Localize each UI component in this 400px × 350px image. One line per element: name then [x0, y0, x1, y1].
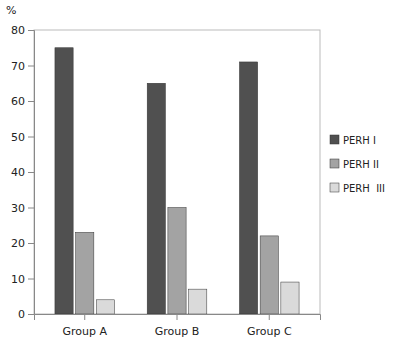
legend-label: PERH III: [343, 183, 385, 194]
axis-title: %: [6, 4, 16, 17]
plot-frame: [34, 30, 320, 314]
tick-label: 50: [11, 131, 25, 144]
tick-mark: [28, 314, 34, 315]
series: [76, 208, 279, 315]
legend-swatch: [330, 159, 339, 168]
x-axis: Group A Group B Group C: [35, 314, 321, 338]
bar: [96, 300, 114, 314]
tick-label: 30: [11, 202, 25, 215]
tick-label: 60: [11, 95, 25, 108]
tick-mark: [84, 314, 85, 320]
bar: [168, 208, 186, 315]
legend-swatch: [330, 135, 339, 144]
tick-label: 0: [18, 308, 25, 321]
bar: [239, 62, 257, 314]
tick-mark: [28, 279, 34, 280]
tick: Group C: [247, 314, 292, 338]
legend-item: PERH III: [330, 183, 385, 194]
tick-label: 10: [11, 273, 25, 286]
tick: Group B: [155, 314, 200, 338]
tick: 70: [11, 60, 34, 73]
tick-label: 40: [11, 166, 25, 179]
bar: [76, 232, 94, 314]
tick: 10: [11, 273, 34, 286]
tick: Group A: [62, 314, 107, 338]
legend-label: PERH I: [343, 135, 376, 146]
tick: 80: [11, 24, 34, 37]
tick-label: Group A: [62, 325, 107, 338]
tick-mark: [28, 30, 34, 31]
legend: PERH I PERH II PERH III: [330, 135, 385, 194]
chart: 0 10 20 30 40 50 60 70 80 Group A Group B Group C% P…: [0, 0, 400, 350]
tick-mark: [28, 208, 34, 209]
legend-item: PERH II: [330, 159, 379, 170]
legend-item: PERH I: [330, 135, 376, 146]
tick-label: 70: [11, 60, 25, 73]
tick: 20: [11, 237, 34, 250]
bar: [281, 282, 299, 314]
tick-mark: [28, 172, 34, 173]
tick-label: Group B: [155, 325, 200, 338]
axis-line: [28, 31, 35, 315]
axis-line: [35, 315, 321, 321]
bar: [189, 289, 207, 314]
tick-mark: [28, 243, 34, 244]
tick-mark: [28, 137, 34, 138]
tick: 0: [18, 308, 34, 321]
bar: [147, 83, 165, 314]
tick: 30: [11, 202, 34, 215]
tick-label: 80: [11, 24, 25, 37]
tick: 60: [11, 95, 34, 108]
tick-mark: [28, 101, 34, 102]
series: [55, 48, 258, 314]
bars: [55, 48, 299, 314]
series: [96, 282, 299, 314]
bar: [55, 48, 73, 314]
tick-mark: [269, 314, 270, 320]
plot: 0 10 20 30 40 50 60 70 80 Group A Group B Group C: [11, 24, 321, 338]
bar: [260, 236, 278, 314]
tick-mark: [28, 66, 34, 67]
legend-swatch: [330, 183, 339, 192]
legend-label: PERH II: [343, 159, 379, 170]
y-axis: 0 10 20 30 40 50 60 70 80: [11, 24, 35, 321]
tick-label: 20: [11, 237, 25, 250]
tick-mark: [177, 314, 178, 320]
tick: 40: [11, 166, 34, 179]
tick: 50: [11, 131, 34, 144]
tick-label: Group C: [247, 325, 292, 338]
